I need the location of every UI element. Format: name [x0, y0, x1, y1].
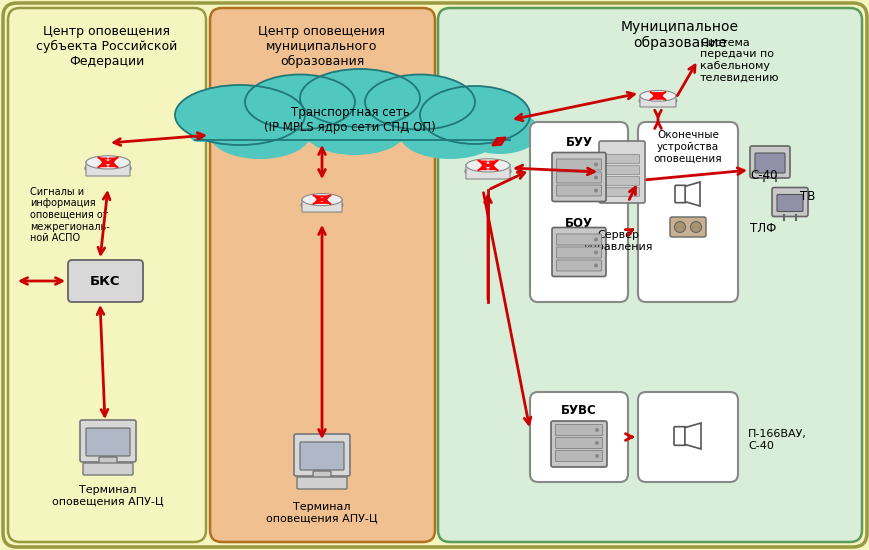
FancyBboxPatch shape — [86, 162, 129, 176]
Text: БУУ: БУУ — [565, 136, 592, 149]
Ellipse shape — [594, 263, 597, 267]
Ellipse shape — [594, 428, 599, 432]
FancyBboxPatch shape — [640, 95, 675, 107]
Ellipse shape — [464, 164, 510, 178]
Ellipse shape — [690, 222, 700, 233]
FancyBboxPatch shape — [68, 260, 143, 302]
FancyBboxPatch shape — [604, 188, 639, 196]
FancyBboxPatch shape — [209, 8, 434, 542]
FancyBboxPatch shape — [551, 228, 606, 277]
Ellipse shape — [673, 222, 685, 233]
FancyBboxPatch shape — [302, 199, 342, 212]
FancyBboxPatch shape — [754, 153, 784, 173]
Ellipse shape — [594, 250, 597, 255]
Text: БОУ: БОУ — [564, 217, 593, 230]
Polygon shape — [684, 423, 700, 449]
Text: Транспортная сеть
(IP MPLS ядро сети СПД ОП): Транспортная сеть (IP MPLS ядро сети СПД… — [264, 106, 435, 134]
FancyBboxPatch shape — [466, 164, 509, 179]
FancyBboxPatch shape — [529, 122, 627, 302]
Text: Система
передачи по
кабельному
телевидению: Система передачи по кабельному телевиден… — [700, 37, 779, 82]
FancyBboxPatch shape — [669, 217, 705, 237]
FancyBboxPatch shape — [776, 195, 802, 212]
Ellipse shape — [594, 454, 599, 458]
FancyBboxPatch shape — [556, 260, 600, 271]
Ellipse shape — [460, 110, 540, 154]
Text: Терминал
оповещения АПУ-Ц: Терминал оповещения АПУ-Ц — [266, 502, 377, 524]
FancyBboxPatch shape — [556, 159, 600, 170]
Ellipse shape — [301, 199, 342, 211]
FancyBboxPatch shape — [637, 122, 737, 302]
FancyBboxPatch shape — [294, 434, 349, 476]
FancyBboxPatch shape — [551, 152, 606, 201]
FancyBboxPatch shape — [771, 188, 807, 217]
Text: Сигналы и
информация
оповещения от
межрегиональ-
ной АСПО: Сигналы и информация оповещения от межре… — [30, 187, 109, 243]
FancyBboxPatch shape — [529, 392, 627, 482]
FancyBboxPatch shape — [550, 421, 607, 467]
FancyBboxPatch shape — [8, 8, 206, 542]
Ellipse shape — [640, 90, 675, 101]
Polygon shape — [684, 182, 700, 206]
Ellipse shape — [302, 194, 342, 206]
FancyBboxPatch shape — [99, 457, 116, 466]
FancyBboxPatch shape — [555, 437, 602, 448]
FancyBboxPatch shape — [189, 102, 509, 142]
FancyBboxPatch shape — [86, 428, 129, 456]
FancyBboxPatch shape — [300, 442, 343, 470]
Text: Центр оповещения
муниципального
образования: Центр оповещения муниципального образова… — [258, 25, 385, 68]
FancyBboxPatch shape — [749, 146, 789, 178]
FancyBboxPatch shape — [80, 420, 136, 462]
FancyBboxPatch shape — [83, 463, 133, 475]
Text: Оконечные
устройства
оповещения: Оконечные устройства оповещения — [653, 130, 721, 163]
Ellipse shape — [594, 238, 597, 241]
FancyBboxPatch shape — [556, 172, 600, 183]
Ellipse shape — [209, 111, 309, 159]
Ellipse shape — [420, 86, 529, 144]
FancyBboxPatch shape — [637, 392, 737, 482]
FancyBboxPatch shape — [296, 477, 347, 489]
FancyBboxPatch shape — [599, 141, 644, 203]
FancyBboxPatch shape — [604, 166, 639, 174]
Text: ТЛФ: ТЛФ — [749, 222, 775, 234]
FancyBboxPatch shape — [556, 234, 600, 245]
FancyBboxPatch shape — [313, 471, 330, 480]
FancyBboxPatch shape — [3, 3, 866, 547]
Text: П-166ВАУ,
С-40: П-166ВАУ, С-40 — [747, 429, 806, 451]
Ellipse shape — [594, 189, 597, 192]
FancyBboxPatch shape — [556, 185, 600, 196]
Ellipse shape — [639, 95, 676, 106]
FancyBboxPatch shape — [555, 425, 602, 436]
FancyBboxPatch shape — [604, 155, 639, 163]
Text: С-40: С-40 — [749, 168, 777, 182]
Ellipse shape — [466, 159, 509, 172]
Text: ТВ: ТВ — [799, 190, 815, 203]
FancyBboxPatch shape — [556, 247, 600, 258]
Ellipse shape — [305, 109, 405, 155]
FancyBboxPatch shape — [604, 177, 639, 185]
Ellipse shape — [86, 156, 129, 169]
FancyBboxPatch shape — [673, 427, 685, 446]
Text: Сервер
управления: Сервер управления — [582, 230, 652, 251]
FancyBboxPatch shape — [437, 8, 861, 542]
Ellipse shape — [85, 162, 131, 175]
FancyBboxPatch shape — [555, 450, 602, 461]
Ellipse shape — [594, 175, 597, 179]
Text: Терминал
оповещения АПУ-Ц: Терминал оповещения АПУ-Ц — [52, 485, 163, 507]
Text: БУВС: БУВС — [561, 404, 596, 417]
Ellipse shape — [400, 111, 500, 159]
Text: БКС: БКС — [90, 274, 120, 288]
Ellipse shape — [245, 74, 355, 129]
Ellipse shape — [175, 85, 305, 145]
Ellipse shape — [594, 441, 599, 445]
Ellipse shape — [365, 74, 474, 129]
Ellipse shape — [300, 69, 420, 127]
Text: Муниципальное
образование: Муниципальное образование — [620, 20, 738, 50]
FancyBboxPatch shape — [674, 185, 686, 203]
Ellipse shape — [594, 162, 597, 167]
Text: Центр оповещения
субъекта Российской
Федерации: Центр оповещения субъекта Российской Фед… — [36, 25, 177, 68]
